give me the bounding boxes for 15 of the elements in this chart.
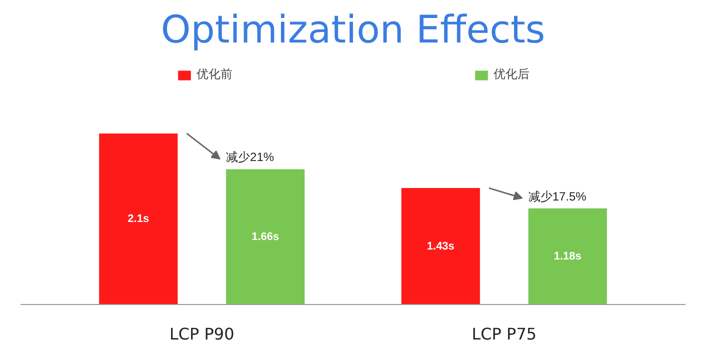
- bar: [528, 208, 607, 304]
- annotation: 减少21%: [226, 150, 274, 164]
- x-tick-label: LCP P90: [169, 324, 234, 344]
- chart-title: Optimization Effects: [160, 8, 546, 52]
- bar: [226, 169, 305, 304]
- bar: [401, 188, 480, 304]
- legend-label: 优化前: [196, 66, 232, 83]
- legend-label: 优化后: [494, 66, 530, 83]
- data-label: 1.66s: [252, 230, 280, 243]
- annotation: 减少17.5%: [528, 189, 587, 204]
- x-tick-label: LCP P75: [472, 324, 537, 344]
- data-label: 1.18s: [554, 250, 582, 262]
- data-label: 1.43s: [426, 240, 454, 252]
- bar: [99, 133, 178, 304]
- data-label: 2.1s: [128, 212, 150, 225]
